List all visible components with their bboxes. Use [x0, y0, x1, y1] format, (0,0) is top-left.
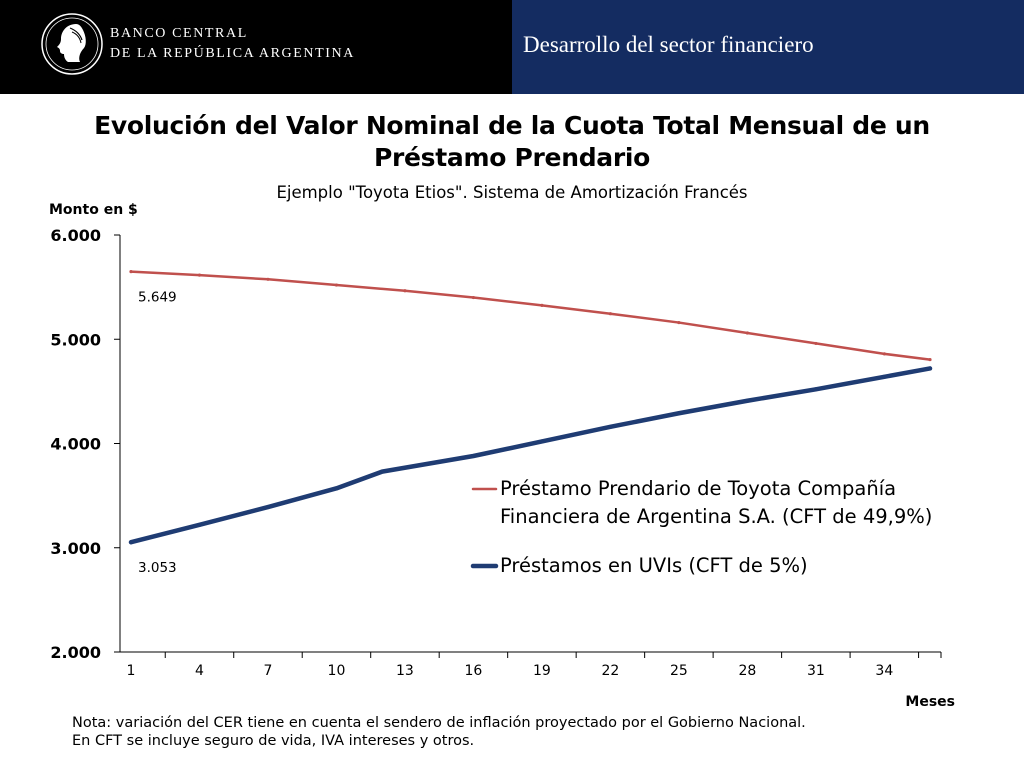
x-tick-label: 13	[396, 663, 414, 679]
data-point	[676, 411, 681, 416]
legend-label-2: Préstamos en UVIs (CFT de 5%)	[500, 554, 808, 577]
data-point	[471, 454, 476, 459]
x-tick-label: 16	[465, 663, 483, 679]
x-tick-label: 22	[601, 663, 619, 679]
x-tick-label: 31	[807, 663, 825, 679]
data-point	[813, 387, 818, 392]
data-point	[882, 374, 887, 379]
header-right-band	[512, 0, 1024, 94]
data-point	[677, 320, 681, 325]
data-point	[334, 283, 339, 287]
x-tick-label: 10	[328, 663, 346, 679]
data-point	[403, 289, 407, 293]
data-point	[539, 439, 544, 444]
x-tick-label: 28	[738, 663, 756, 679]
data-point	[608, 312, 613, 316]
bank-name-line1: BANCO CENTRAL	[110, 26, 248, 41]
data-point	[129, 269, 133, 274]
data-point	[928, 357, 932, 362]
chart-title: Evolución del Valor Nominal de la Cuota …	[94, 111, 930, 172]
chart-subtitle: Ejemplo "Toyota Etios". Sistema de Amort…	[276, 183, 748, 202]
y-tick-label: 6.000	[50, 226, 101, 245]
start-value-label: 5.649	[138, 290, 177, 306]
x-tick-label: 25	[670, 663, 688, 679]
legend-label-1: Préstamo Prendario de Toyota Compañía Fin…	[500, 477, 932, 528]
data-point	[745, 331, 749, 335]
section-title: Desarrollo del sector financiero	[523, 32, 814, 57]
x-tick-label: 19	[533, 663, 551, 679]
data-point	[608, 424, 613, 429]
footnote-line1: Nota: variación del CER tiene en cuenta …	[72, 715, 806, 731]
y-tick-label: 2.000	[50, 643, 101, 662]
data-point	[814, 341, 818, 346]
bank-name: BANCO CENTRAL DE LA REPÚBLICA ARGENTINA	[110, 24, 355, 64]
y-tick-label: 4.000	[50, 435, 101, 454]
chart-series: 5.649 3.053	[128, 269, 933, 576]
data-point	[197, 273, 202, 277]
data-point	[197, 522, 202, 527]
x-tick-label: 7	[264, 663, 273, 679]
data-point	[928, 366, 932, 371]
data-point	[266, 277, 270, 281]
y-tick-label: 5.000	[50, 330, 101, 349]
x-tick-label: 1	[127, 663, 136, 679]
x-tick-label: 4	[195, 663, 204, 679]
data-point	[471, 295, 476, 300]
data-point	[745, 398, 750, 403]
data-point	[540, 303, 544, 307]
data-point	[882, 352, 886, 356]
x-axis-label: Meses	[905, 694, 955, 710]
data-point	[334, 486, 339, 491]
header-left-band	[0, 0, 512, 94]
bank-name-line2: DE LA REPÚBLICA ARGENTINA	[110, 46, 355, 61]
y-tick-label: 3.000	[50, 539, 101, 558]
data-point	[129, 540, 133, 545]
chart-legend: Préstamo Prendario de Toyota Compañía Fin…	[470, 477, 932, 577]
data-point	[265, 505, 270, 510]
footnote: Nota: variación del CER tiene en cuenta …	[72, 714, 972, 750]
y-axis-label: Monto en $	[49, 202, 138, 218]
footnote-line2: En CFT se incluye seguro de vida, IVA in…	[72, 733, 475, 749]
series-line-1	[129, 270, 932, 361]
x-tick-label: 34	[875, 663, 893, 679]
start-value-label: 3.053	[138, 560, 177, 576]
chart-axes: 2.000 3.000 4.000 5.000 6.000 1 4 7 10 13 16 19 22 25…	[50, 226, 942, 679]
data-point	[380, 469, 385, 474]
seal-profile-icon	[41, 13, 103, 75]
